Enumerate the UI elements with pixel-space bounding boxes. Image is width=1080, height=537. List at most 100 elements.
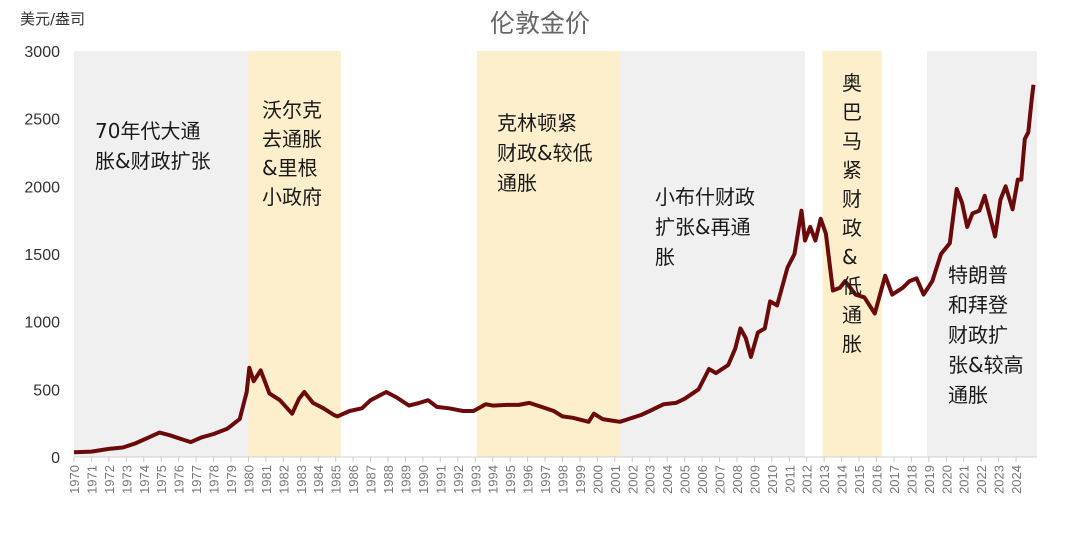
x-tick-label: 1970 [67,465,82,494]
x-tick-label: 2007 [712,465,727,494]
x-tick-label: 1994 [486,465,501,494]
x-tick-label: 1981 [259,465,274,494]
x-tick-label: 2004 [660,465,675,494]
x-tick-label: 2003 [643,465,658,494]
annotation-line: 财政扩 [948,323,1008,347]
annotation-line: 低 [842,274,862,298]
x-tick-label: 2023 [992,465,1007,494]
x-tick-label: 1995 [503,465,518,494]
x-tick-label: 1983 [294,465,309,494]
annotation-line: 胀 [655,245,675,269]
annotation-line: 财 [842,187,862,211]
y-tick-label: 0 [51,450,60,467]
annotation-line: 马 [842,129,862,153]
x-tick-label: 1997 [538,465,553,494]
x-tick-label: 2018 [904,465,919,494]
annotation-line: 70年代大通 [95,119,201,143]
chart-title: 伦敦金价 [489,9,590,38]
x-tick-label: 1977 [189,465,204,494]
annotation-line: &里根 [262,156,318,180]
x-tick-label: 2022 [974,465,989,494]
annotation-line: 紧 [842,158,862,182]
annotation-line: 财政&较低 [497,141,593,165]
x-tick-label: 2014 [835,465,850,494]
x-tick-label: 1978 [207,465,222,494]
annotation-line: 通胀 [948,383,988,407]
annotation-line: 沃尔克 [262,98,322,122]
y-tick-label: 2500 [24,112,60,129]
x-tick-label: 1980 [241,465,256,494]
x-tick-label: 2019 [922,465,937,494]
x-tick-label: 2001 [608,465,623,494]
x-tick-label: 1976 [172,465,187,494]
y-tick-label: 1000 [24,315,60,332]
x-tick-label: 2021 [957,465,972,494]
annotation-line: 特朗普 [948,263,1008,287]
x-tick-label: 1984 [311,465,326,494]
annotation-line: 张&较高 [948,353,1024,377]
x-tick-label: 2015 [852,465,867,494]
x-tick-label: 2013 [817,465,832,494]
gold-price-line [73,84,1036,455]
x-tick-label: 2016 [870,465,885,494]
x-tick-label: 2000 [590,465,605,494]
annotation-line: 小布什财政 [655,185,755,209]
shaded-region [74,51,249,457]
shaded-region [248,51,341,457]
shaded-region [822,51,882,457]
y-tick-label: 500 [33,382,60,399]
annotation-trump-biden: 特朗普 和拜登 财政扩 张&较高 通胀 [948,260,1024,410]
y-tick-label: 1500 [24,247,60,264]
annotation-line: 去通胀 [262,127,322,151]
annotation-line: 扩张&再通 [655,215,751,239]
annotation-line: 奥 [842,71,862,95]
annotation-volcker-reagan: 沃尔克去通胀 &里根小政府 [262,96,322,212]
shaded-region [620,51,805,457]
x-tick-label: 1996 [521,465,536,494]
annotation-line: 克林顿紧 [497,111,577,135]
annotation-line: 胀&财政扩张 [95,149,211,173]
shaded-region [476,51,621,457]
x-tick-label: 1985 [329,465,344,494]
x-tick-label: 1987 [364,465,379,494]
x-tick-label: 1993 [468,465,483,494]
x-tick-label: 2010 [765,465,780,494]
x-tick-label: 1986 [346,465,361,494]
x-tick-label: 2005 [678,465,693,494]
y-axis-label: 美元/盎司 [20,10,86,28]
x-tick-label: 2020 [939,465,954,494]
x-tick-label: 1999 [573,465,588,494]
x-tick-label: 1975 [154,465,169,494]
x-tick-label: 2006 [695,465,710,494]
annotation-line: & [842,245,858,269]
annotation-line: 小政府 [262,185,322,209]
x-tick-label: 2017 [887,465,902,494]
x-tick-label: 1979 [224,465,239,494]
x-tick-label: 1991 [433,465,448,494]
annotation-line: 胀 [842,332,862,356]
x-tick-label: 2024 [1009,465,1024,494]
y-tick-label: 2000 [24,179,60,196]
x-tick-label: 1973 [119,465,134,494]
x-tick-label: 1988 [381,465,396,494]
x-tick-label: 1990 [416,465,431,494]
x-tick-label: 1971 [84,465,99,494]
x-tick-label: 2002 [625,465,640,494]
annotation-clinton: 克林顿紧 财政&较低 通胀 [497,108,593,198]
x-tick-label: 1998 [555,465,570,494]
shaded-region [927,51,1037,457]
x-tick-label: 1982 [276,465,291,494]
x-tick-label: 1972 [102,465,117,494]
annotation-bush: 小布什财政扩张&再通胀 [655,182,755,272]
x-tick-label: 2011 [782,465,797,493]
x-tick-label: 1974 [137,465,152,494]
annotation-1970s: 70年代大通 胀&财政扩张 [95,116,211,176]
annotation-obama: 奥巴马紧财政 & 低通胀 [842,68,862,358]
x-tick-label: 2008 [730,465,745,494]
annotation-line: 巴 [842,100,862,124]
annotation-line: 通 [842,303,862,327]
y-tick-label: 3000 [24,44,60,61]
x-tick-label: 2009 [747,465,762,494]
